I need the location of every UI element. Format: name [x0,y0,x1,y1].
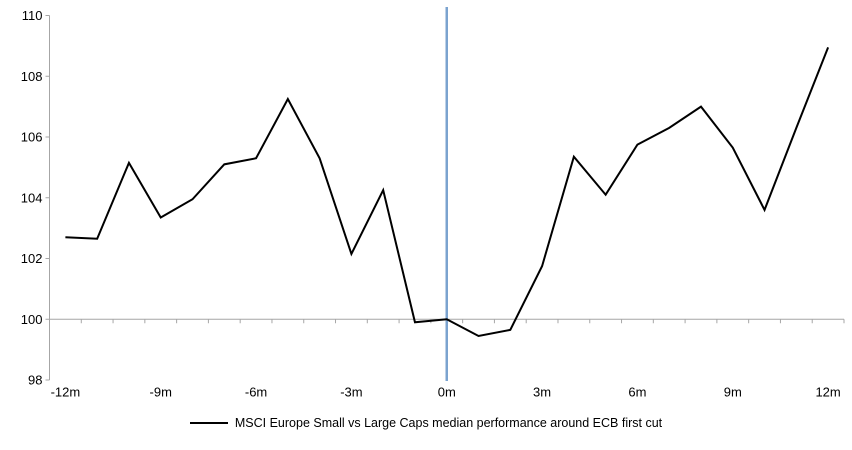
legend-line-swatch [189,422,228,424]
y-tick-label: 102 [21,251,43,266]
y-tick-label: 108 [21,69,43,84]
legend-label: MSCI Europe Small vs Large Caps median p… [234,416,663,430]
x-tick-label: -3m [340,385,362,400]
y-tick-label: 100 [21,312,43,327]
x-tick-label: -12m [51,385,81,400]
y-tick-label: 98 [28,373,42,388]
performance-line [65,47,830,338]
x-tick-label: 12m [815,385,840,400]
y-tick-label: 106 [21,130,43,145]
x-tick-label: -9m [150,385,172,400]
x-tick-label: 0m [438,385,456,400]
legend: MSCI Europe Small vs Large Caps median p… [0,416,852,430]
y-tick-label: 110 [22,8,43,23]
y-tick-label: 104 [21,190,43,205]
x-tick-label: 9m [724,385,742,400]
x-tick-label: -6m [245,385,267,400]
x-tick-label: 3m [533,385,551,400]
x-tick-label: 6m [628,385,646,400]
